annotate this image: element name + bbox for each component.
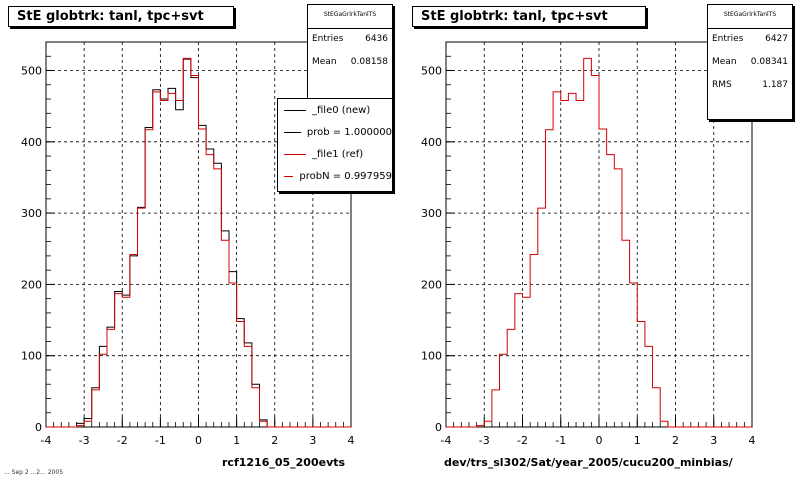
panel1-mean-label: Mean (312, 57, 337, 67)
x-tick-label: 2 (672, 434, 679, 447)
panel2-title-text: StE globtrk: tanl, tpc+svt (421, 9, 608, 24)
panel1-legend[interactable]: _file0 (new) prob = 1.000000 _file1 (ref… (277, 98, 393, 192)
y-tick-label: 0 (435, 421, 442, 434)
y-tick-label: 100 (421, 350, 442, 363)
panel1-mean-value: 0.08158 (350, 57, 388, 67)
panel1-stats-name: StEGaGrlrkTanlTS (308, 5, 392, 29)
legend-label-probn: probN = 0.997959 (299, 170, 392, 182)
panel2-title: StE globtrk: tanl, tpc+svt (412, 6, 646, 27)
legend-label-ref: _file1 (ref) (312, 148, 364, 160)
histogram-series-1 (446, 57, 752, 428)
x-tick-label: -3 (79, 434, 90, 447)
x-tick-label: 3 (309, 434, 316, 447)
y-tick-label: 300 (421, 207, 442, 220)
x-tick-label: -1 (555, 434, 566, 447)
legend-label-new: _file0 (new) (312, 104, 371, 116)
legend-entry-probn: probN = 0.997959 (278, 165, 392, 187)
y-tick-label: 500 (421, 65, 442, 78)
panel2-plot: -4 -3 -2 -1 0 1 2 3 4 0 100 200 300 400 500 (421, 41, 756, 447)
legend-label-prob: prob = 1.000000 (306, 126, 392, 138)
panel1-entries-label: Entries (312, 34, 344, 44)
histogram-series-2 (46, 57, 351, 428)
panel1-title-text: StE globtrk: tanl, tpc+svt (17, 9, 204, 24)
y-tick-label: 0 (35, 421, 42, 434)
y-tick-label: 400 (21, 136, 42, 149)
legend-swatch-prob (284, 131, 301, 133)
panel2-stats-name: StEGaGrlrkTanlTS (708, 5, 792, 29)
y-tick-label: 500 (21, 65, 42, 78)
x-tick-label: -4 (41, 434, 52, 447)
panel2-rms-label: RMS (712, 80, 732, 90)
y-tick-label: 200 (421, 278, 442, 291)
x-tick-label: -3 (479, 434, 490, 447)
legend-swatch-ref (284, 153, 306, 155)
x-tick-label: 3 (710, 434, 717, 447)
panel2-rms-value: 1.187 (762, 80, 788, 90)
panel1-stats-mean-row: Mean 0.08158 (308, 52, 392, 75)
x-tick-label: -2 (517, 434, 528, 447)
panel2-entries-label: Entries (712, 34, 744, 44)
panel2-xlabel: dev/trs_sl302/Sat/year_2005/cucu200_minb… (444, 456, 733, 469)
x-tick-label: 0 (596, 434, 603, 447)
legend-swatch-probn (284, 175, 294, 177)
legend-entry-ref: _file1 (ref) (278, 143, 392, 165)
panel2-entries-value: 6427 (765, 34, 788, 44)
y-tick-label: 300 (21, 207, 42, 220)
panel1-entries-value: 6436 (365, 34, 388, 44)
x-tick-label: 4 (749, 434, 756, 447)
panel2-stats-mean-row: Mean 0.08341 (708, 52, 792, 75)
panel2-stats-box[interactable]: StEGaGrlrkTanlTS Entries 6427 Mean 0.083… (707, 4, 793, 120)
y-tick-label: 200 (21, 278, 42, 291)
x-tick-label: -4 (441, 434, 452, 447)
legend-entry-new: _file0 (new) (278, 99, 392, 121)
panel1-stats-entries-row: Entries 6436 (308, 29, 392, 52)
panel1-plot: -4 -3 -2 -1 0 1 2 3 4 0 100 200 300 400 500 (21, 41, 355, 447)
panel2-stats-rms-row: RMS 1.187 (708, 75, 792, 98)
timestamp-stamp: ... Sep 2 ...2... 2005 (4, 469, 64, 476)
y-tick-label: 100 (21, 350, 42, 363)
legend-entry-prob: prob = 1.000000 (278, 121, 392, 143)
legend-swatch-new (284, 109, 306, 111)
y-tick-label: 400 (421, 136, 442, 149)
panel2-stats-entries-row: Entries 6427 (708, 29, 792, 52)
panel2-mean-value: 0.08341 (750, 57, 788, 67)
panel1-title: StE globtrk: tanl, tpc+svt (8, 6, 234, 27)
x-tick-label: -1 (155, 434, 166, 447)
panel1-xlabel: rcf1216_05_200evts (222, 456, 346, 469)
x-tick-label: 2 (271, 434, 278, 447)
x-tick-label: 0 (195, 434, 202, 447)
panel1-stats-box[interactable]: StEGaGrlrkTanlTS Entries 6436 Mean 0.081… (307, 4, 393, 102)
x-tick-label: -2 (117, 434, 128, 447)
x-tick-label: 1 (233, 434, 240, 447)
panel2-mean-label: Mean (712, 57, 737, 67)
x-tick-label: 1 (634, 434, 641, 447)
x-tick-label: 4 (348, 434, 355, 447)
